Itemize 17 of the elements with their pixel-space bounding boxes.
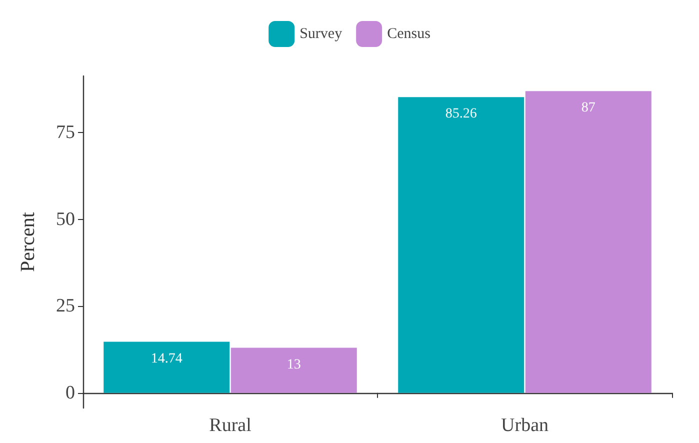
y-tick-label: 75 bbox=[56, 122, 75, 144]
y-tick-label: 50 bbox=[56, 208, 75, 230]
bar bbox=[104, 342, 230, 393]
data-label: 13 bbox=[286, 357, 301, 372]
y-axis-title: Percent bbox=[17, 212, 39, 272]
y-tick-label: 0 bbox=[66, 382, 75, 404]
bar bbox=[525, 91, 652, 393]
y-tick-label: 25 bbox=[56, 296, 75, 317]
data-label: 85.26 bbox=[445, 106, 477, 122]
x-tick-label: Rural bbox=[209, 415, 252, 436]
data-label: 87 bbox=[581, 100, 596, 116]
legend-label: Census bbox=[387, 26, 431, 42]
x-tick-label: Urban bbox=[501, 415, 549, 436]
data-label: 14.74 bbox=[150, 351, 182, 366]
bar bbox=[230, 348, 357, 393]
legend-label: Survey bbox=[300, 26, 343, 42]
bar bbox=[398, 97, 524, 393]
